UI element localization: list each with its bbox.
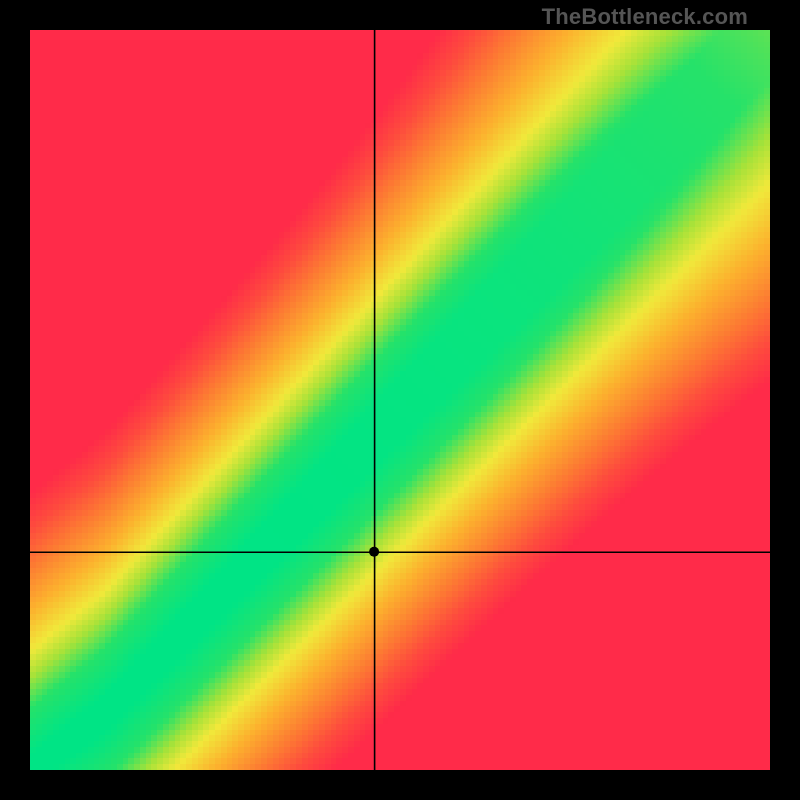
attribution-label: TheBottleneck.com xyxy=(542,4,748,30)
chart-container: TheBottleneck.com xyxy=(0,0,800,800)
bottleneck-heatmap xyxy=(30,30,770,770)
